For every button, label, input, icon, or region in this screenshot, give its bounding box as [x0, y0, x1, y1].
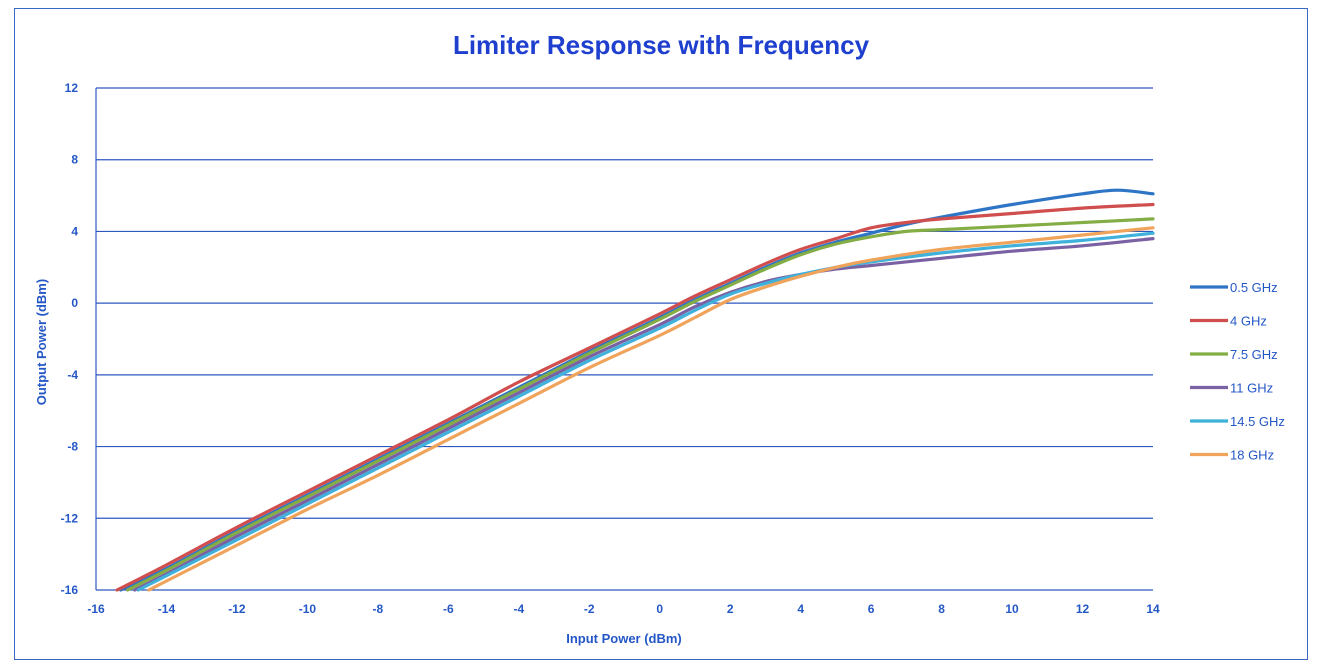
legend-label: 0.5 GHz — [1230, 280, 1278, 295]
legend-label: 14.5 GHz — [1230, 414, 1285, 429]
chart-title: Limiter Response with Frequency — [452, 30, 870, 60]
legend-label: 7.5 GHz — [1230, 347, 1278, 362]
x-tick-label: 2 — [727, 602, 734, 616]
x-tick-label: 6 — [868, 602, 875, 616]
y-tick-label: 8 — [71, 153, 78, 167]
x-tick-label: -6 — [443, 602, 454, 616]
x-tick-label: 14 — [1146, 602, 1160, 616]
series-line-3 — [126, 217, 1155, 592]
x-tick-label: 0 — [656, 602, 663, 616]
series-line-4 — [133, 237, 1155, 592]
series-lines — [115, 188, 1155, 592]
y-tick-labels: -16 -12 -8 -4 0 4 8 12 — [61, 81, 79, 597]
x-tick-label: 12 — [1076, 602, 1090, 616]
x-tick-label: -4 — [513, 602, 524, 616]
x-tick-label: -8 — [373, 602, 384, 616]
legend-label: 11 GHz — [1230, 381, 1273, 396]
y-axis-label: Output Power (dBm) — [34, 279, 49, 405]
x-axis-label: Input Power (dBm) — [566, 631, 682, 646]
series-line-6 — [147, 226, 1155, 592]
legend-label: 4 GHz — [1230, 314, 1267, 329]
x-tick-label: 10 — [1005, 602, 1019, 616]
y-tick-label: -4 — [67, 368, 78, 382]
x-tick-label: -16 — [87, 602, 105, 616]
x-tick-labels: -16 -14 -12 -10 -8 -6 -4 -2 0 2 4 6 8 10 12 14 — [87, 602, 1160, 616]
y-tick-label: 12 — [65, 81, 79, 95]
series-line-2 — [115, 202, 1155, 592]
y-tick-label: -16 — [61, 583, 79, 597]
x-tick-label: -12 — [228, 602, 246, 616]
series-line-1 — [119, 188, 1155, 592]
legend: 0.5 GHz 4 GHz 7.5 GHz 11 GHz 14.5 GHz 18 GHz — [1190, 280, 1285, 463]
y-tick-label: 0 — [71, 296, 78, 310]
x-tick-label: -14 — [158, 602, 176, 616]
y-tick-label: -12 — [61, 511, 79, 525]
series-line-5 — [136, 231, 1155, 592]
legend-label: 18 GHz — [1230, 448, 1274, 463]
x-tick-label: -2 — [584, 602, 595, 616]
y-tick-label: -8 — [67, 440, 78, 454]
x-tick-label: 4 — [797, 602, 804, 616]
x-tick-label: -10 — [299, 602, 317, 616]
x-tick-label: 8 — [938, 602, 945, 616]
y-tick-label: 4 — [71, 224, 78, 238]
